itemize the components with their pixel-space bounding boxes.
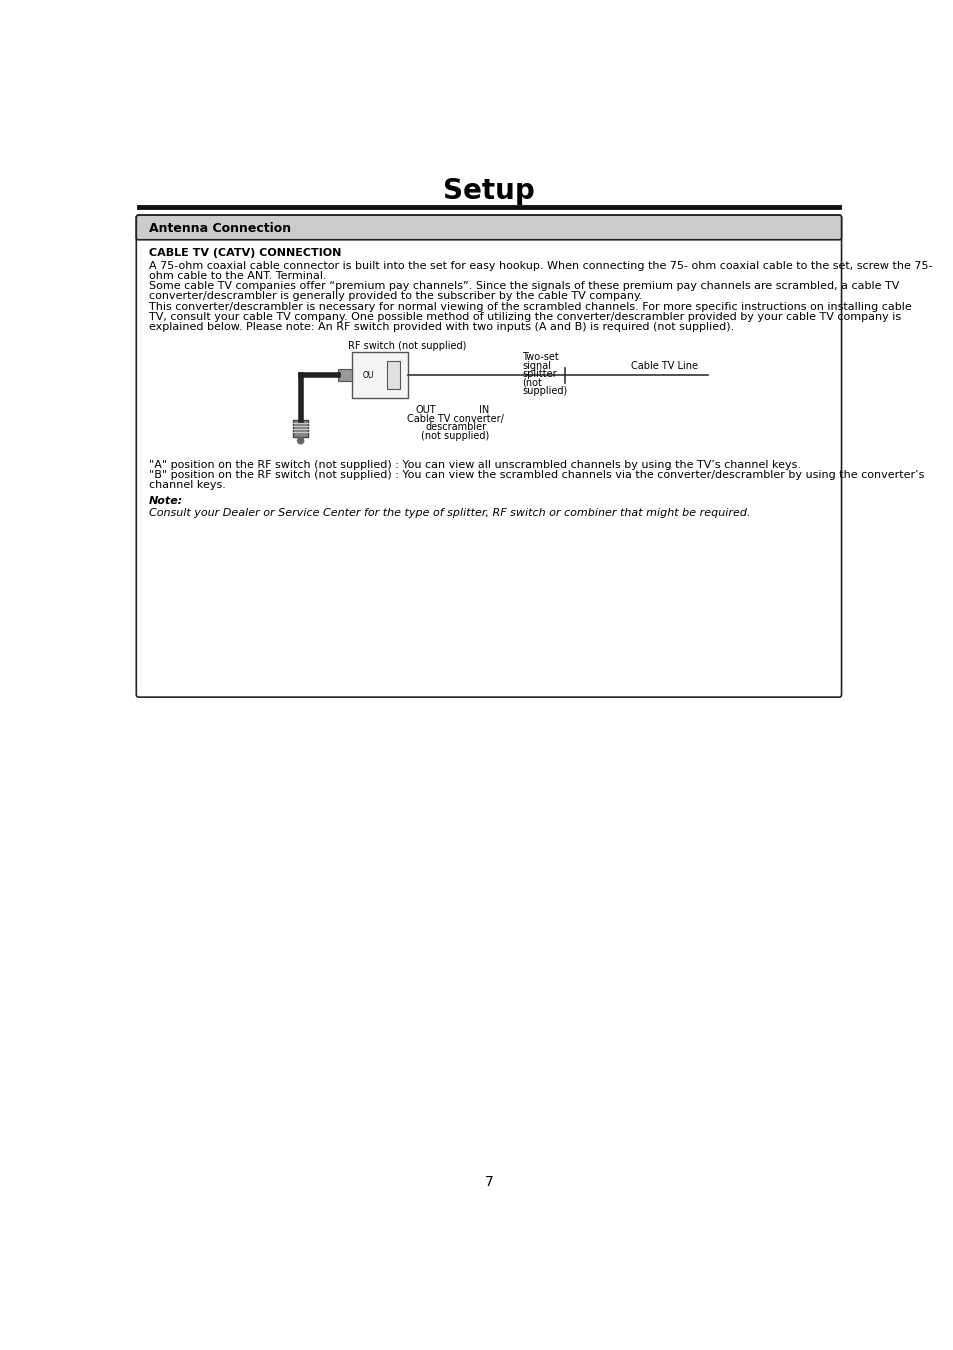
Text: ohm cable to the ANT. Terminal.: ohm cable to the ANT. Terminal. xyxy=(149,270,326,281)
Text: RF switch (not supplied): RF switch (not supplied) xyxy=(348,342,466,351)
Text: A 75-ohm coaxial cable connector is built into the set for easy hookup. When con: A 75-ohm coaxial cable connector is buil… xyxy=(149,261,931,270)
Bar xyxy=(352,352,407,398)
Text: Two-set: Two-set xyxy=(521,352,558,362)
Text: Some cable TV companies offer “premium pay channels”. Since the signals of these: Some cable TV companies offer “premium p… xyxy=(149,281,898,292)
Text: This converter/descrambler is necessary for normal viewing of the scrambled chan: This converter/descrambler is necessary … xyxy=(149,302,910,312)
Text: Note:: Note: xyxy=(149,497,183,506)
Text: explained below. Please note: An RF switch provided with two inputs (A and B) is: explained below. Please note: An RF swit… xyxy=(149,323,733,332)
Text: channel keys.: channel keys. xyxy=(149,481,225,490)
Text: OUT: OUT xyxy=(415,405,436,414)
Text: supplied): supplied) xyxy=(521,386,567,396)
Text: 7: 7 xyxy=(484,1176,493,1189)
Bar xyxy=(337,369,352,382)
Text: CABLE TV (CATV) CONNECTION: CABLE TV (CATV) CONNECTION xyxy=(149,248,341,258)
Text: (not: (not xyxy=(521,378,541,387)
FancyBboxPatch shape xyxy=(136,215,841,697)
Text: (not supplied): (not supplied) xyxy=(421,431,489,440)
Text: IN: IN xyxy=(478,405,489,414)
Text: Setup: Setup xyxy=(442,177,535,205)
Bar xyxy=(387,362,399,389)
Circle shape xyxy=(297,437,303,444)
Text: OU: OU xyxy=(362,371,374,379)
FancyBboxPatch shape xyxy=(136,215,841,240)
Text: TV, consult your cable TV company. One possible method of utilizing the converte: TV, consult your cable TV company. One p… xyxy=(149,312,900,323)
Text: splitter: splitter xyxy=(521,369,557,379)
Text: signal: signal xyxy=(521,360,551,371)
Text: Consult your Dealer or Service Center for the type of splitter, RF switch or com: Consult your Dealer or Service Center fo… xyxy=(149,508,749,518)
Text: Cable TV Line: Cable TV Line xyxy=(630,360,697,371)
Text: Antenna Connection: Antenna Connection xyxy=(149,221,291,235)
Text: descrambler: descrambler xyxy=(425,423,486,432)
Bar xyxy=(293,420,308,437)
Text: converter/descrambler is generally provided to the subscriber by the cable TV co: converter/descrambler is generally provi… xyxy=(149,292,641,301)
Text: Cable TV converter/: Cable TV converter/ xyxy=(407,414,503,424)
Text: "A" position on the RF switch (not supplied) : You can view all unscrambled chan: "A" position on the RF switch (not suppl… xyxy=(149,460,800,470)
Text: "B" position on the RF switch (not supplied) : You can view the scrambled channe: "B" position on the RF switch (not suppl… xyxy=(149,470,923,481)
